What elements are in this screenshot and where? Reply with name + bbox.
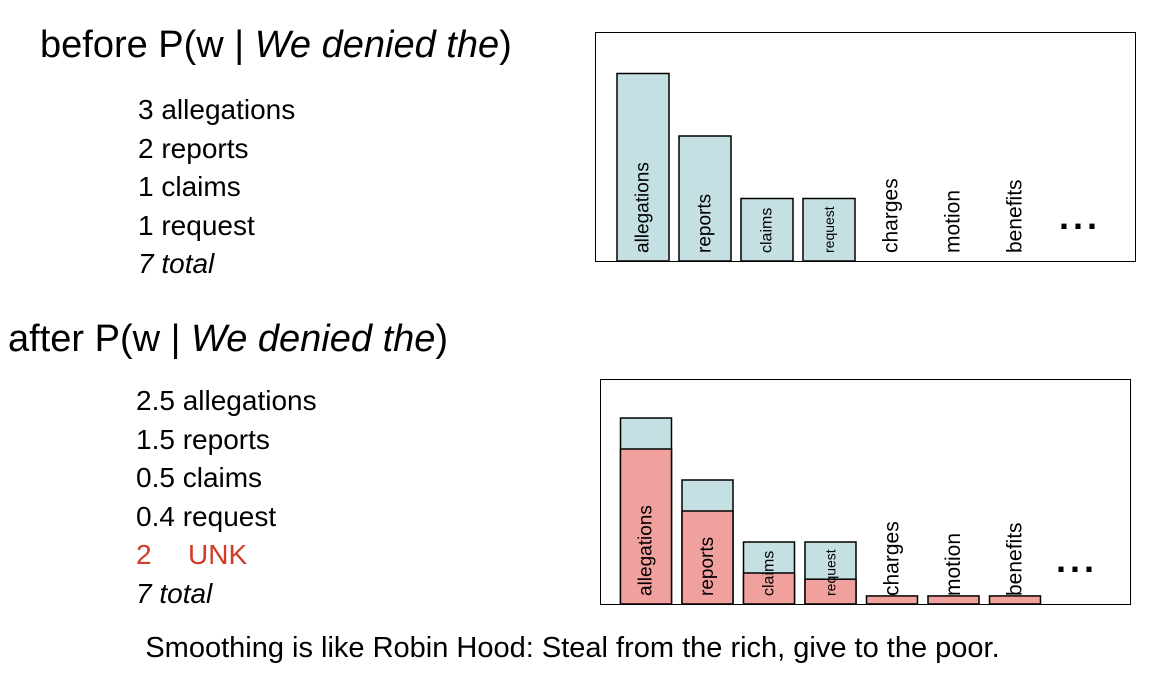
after-unk-row: 2 UNK [136, 536, 317, 575]
category-label-benefits: benefits [1004, 522, 1027, 596]
bar-original-request [802, 197, 856, 262]
count-value: 1.5 [136, 423, 175, 455]
bar-smoothed-claims [742, 572, 796, 605]
category-label-charges: charges [881, 521, 904, 596]
before-heading-context: We denied the [254, 24, 500, 66]
after-heading: after P(w | We denied the) [8, 318, 448, 361]
count-word: claims [182, 462, 263, 493]
bar-smoothed-allegations [619, 448, 673, 605]
before-heading-suffix: ) [499, 24, 512, 66]
category-label-reports: reports [695, 194, 716, 253]
count-value: 0.5 [136, 462, 175, 493]
category-label-claims: claims [761, 551, 778, 596]
bar-smoothed-charges [865, 595, 919, 605]
count-value: 1 [138, 209, 154, 241]
after-count-list: 2.5 allegations 1.5 reports 0.5 claims 0… [136, 382, 317, 613]
after-chart-svg: allegations reports claims request charges mo… [619, 417, 1098, 605]
category-label-benefits: benefits [1004, 179, 1027, 253]
count-word: request [182, 500, 277, 532]
after-total: 7 total [136, 577, 213, 609]
before-chart: allegations reports claims request charges mo… [595, 32, 1136, 262]
category-label-allegations: allegations [636, 505, 657, 596]
category-label-request: request [821, 206, 837, 253]
after-count-row: 0.4 request [136, 498, 317, 537]
bar-original-reports [678, 135, 732, 262]
after-heading-context: We denied the [191, 318, 436, 360]
count-word: claims [161, 171, 241, 202]
count-word: allegations [182, 385, 317, 416]
count-value: 1 [138, 171, 154, 202]
bar-original-allegations [616, 72, 670, 262]
bar-smoothed-reports [681, 510, 734, 605]
unk-word: UNK [188, 539, 248, 570]
before-heading: before P(w | We denied the) [40, 24, 512, 67]
before-count-row: 1 request [138, 207, 295, 246]
count-word: reports [182, 423, 270, 455]
before-count-row: 1 claims [138, 168, 295, 207]
caption: Smoothing is like Robin Hood: Steal from… [145, 632, 1000, 664]
count-value: 3 [138, 94, 154, 125]
category-label-request: request [823, 549, 839, 596]
bar-smoothed-benefits [988, 595, 1042, 605]
after-count-row: 1.5 reports [136, 421, 317, 460]
ellipsis-label: ... [1059, 196, 1101, 237]
before-chart-svg: allegations reports claims request charges mo… [616, 72, 1101, 262]
category-label-motion: motion [942, 533, 965, 596]
after-heading-suffix: ) [435, 318, 449, 360]
before-count-row: 3 allegations [138, 91, 295, 130]
count-value: 2 [138, 132, 154, 164]
after-count-row: 0.5 claims [136, 459, 317, 498]
category-label-motion: motion [942, 190, 965, 253]
count-word: request [161, 209, 255, 241]
before-count-row: 2 reports [138, 130, 295, 169]
count-value: 0.4 [136, 500, 175, 532]
category-label-charges: charges [880, 178, 903, 253]
before-count-list: 3 allegations 2 reports 1 claims 1 reque… [138, 91, 295, 284]
count-value: 2.5 [136, 385, 175, 416]
category-label-allegations: allegations [633, 162, 654, 253]
bar-original-claims [740, 197, 794, 262]
after-heading-prefix: after P(w | [8, 318, 192, 360]
before-heading-prefix: before P(w | [40, 24, 255, 66]
count-word: allegations [161, 94, 296, 125]
after-chart: allegations reports claims request charges mo… [600, 379, 1131, 605]
bar-smoothed-motion [927, 595, 980, 605]
ellipsis-label: ... [1056, 539, 1098, 580]
category-label-claims: claims [759, 208, 776, 253]
unk-count: 2 [136, 539, 152, 570]
after-count-row: 2.5 allegations [136, 382, 317, 421]
bar-smoothed-request [804, 578, 857, 605]
before-total: 7 total [138, 248, 215, 279]
count-word: reports [161, 132, 249, 164]
category-label-reports: reports [697, 537, 718, 596]
